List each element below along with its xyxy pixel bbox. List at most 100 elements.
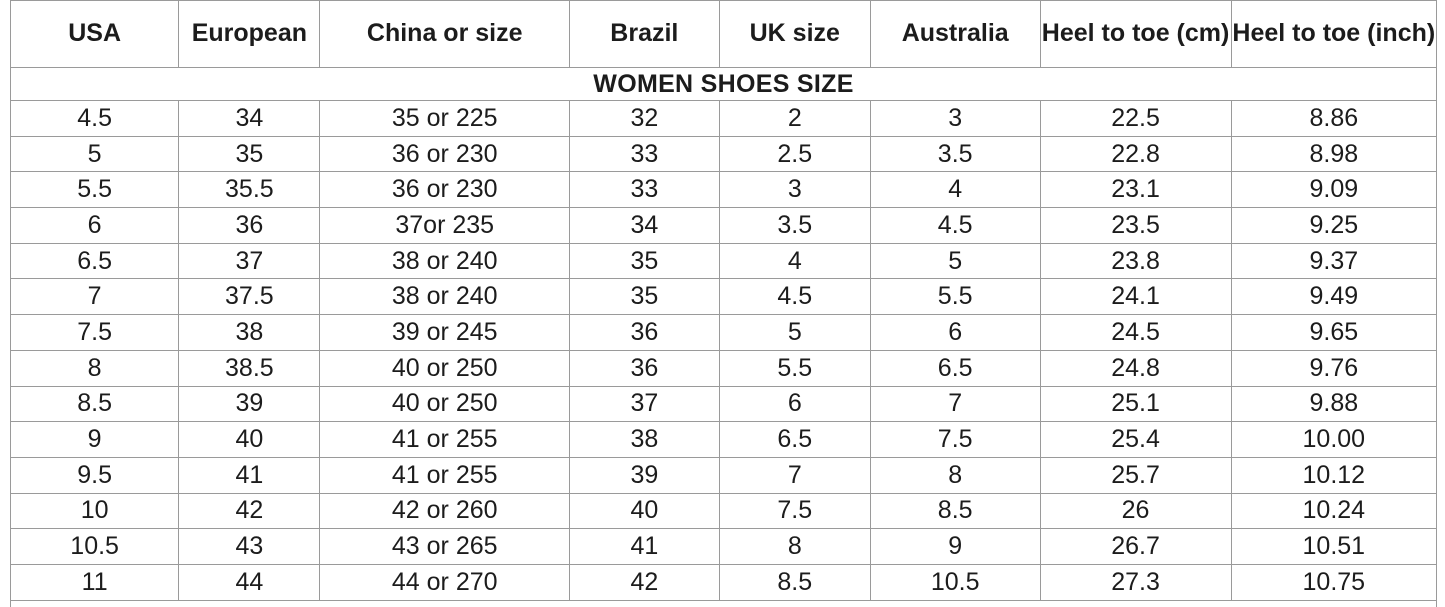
table-row: 11 44 44 or 270 42 8.5 10.5 27.3 10.75 — [9, 563, 1438, 601]
column-header: Australia — [869, 0, 1041, 68]
page-title: WOMEN SHOES SIZE — [10, 67, 1437, 101]
table-cell: 7.5 — [869, 421, 1041, 458]
table-cell: 4.5 — [718, 278, 871, 316]
table-cell: 8.5 — [869, 492, 1041, 530]
table-cell: 9 — [869, 528, 1041, 565]
table-cell: 10.12 — [1230, 456, 1438, 494]
table-row: 7 37.5 38 or 240 35 4.5 5.5 24.1 9.49 — [9, 278, 1438, 316]
table-cell: 36 — [568, 349, 720, 387]
table-row: 6 36 37or 235 34 3.5 4.5 23.5 9.25 — [9, 207, 1438, 244]
table-cell: 6.5 — [869, 349, 1041, 387]
table-row: 9 40 41 or 255 38 6.5 7.5 25.4 10.00 — [9, 421, 1438, 458]
table-cell: 33 — [568, 135, 720, 173]
table-row: 8.5 39 40 or 250 37 6 7 25.1 9.88 — [9, 385, 1438, 423]
table-cell: 41 or 255 — [319, 421, 570, 458]
table-cell: 39 — [178, 385, 321, 423]
column-header: European — [178, 0, 321, 68]
table-cell: 5 — [718, 314, 871, 351]
table-cell: 9.88 — [1230, 385, 1438, 423]
table-cell: 4 — [869, 171, 1041, 209]
table-cell: 42 or 260 — [319, 492, 570, 530]
table-cell: 36 or 230 — [319, 135, 570, 173]
table-cell: 2 — [718, 100, 871, 137]
table-cell: 26 — [1039, 492, 1232, 530]
table-row: 5 35 36 or 230 33 2.5 3.5 22.8 8.98 — [9, 135, 1438, 173]
table-cell: 35 — [568, 278, 720, 316]
table-cell: 3 — [718, 171, 871, 209]
table-cell: 44 or 270 — [319, 563, 570, 601]
table-row: 4.5 34 35 or 225 32 2 3 22.5 8.86 — [9, 100, 1438, 137]
table-cell: 9.25 — [1230, 207, 1438, 244]
table-cell: 27.3 — [1039, 563, 1232, 601]
table-cell: 38 or 240 — [319, 242, 570, 280]
table-cell: 24.8 — [1039, 349, 1232, 387]
table-cell: 24.5 — [1039, 314, 1232, 351]
table-row: 10.5 43 43 or 265 41 8 9 26.7 10.51 — [9, 528, 1438, 565]
table-cell: 3.5 — [718, 207, 871, 244]
table-cell: 34 — [568, 207, 720, 244]
table-cell: 44 — [178, 563, 321, 601]
table-cell: 39 or 245 — [319, 314, 570, 351]
table-cell: 40 — [178, 421, 321, 458]
table-cell: 22.8 — [1039, 135, 1232, 173]
table-cell: 36 — [178, 207, 321, 244]
table-cell: 8.5 — [9, 385, 180, 423]
table-cell: 36 or 230 — [319, 171, 570, 209]
table-row: 5.5 35.5 36 or 230 33 3 4 23.1 9.09 — [9, 171, 1438, 209]
table-cell: 5 — [869, 242, 1041, 280]
table-cell: 22.5 — [1039, 100, 1232, 137]
table-cell: 8 — [718, 528, 871, 565]
table-cell: 5.5 — [869, 278, 1041, 316]
table-cell: 6 — [718, 385, 871, 423]
table-cell: 35 or 225 — [319, 100, 570, 137]
table-cell: 36 — [568, 314, 720, 351]
table-cell: 9.37 — [1230, 242, 1438, 280]
table-cell: 40 or 250 — [319, 385, 570, 423]
table-cell: 25.7 — [1039, 456, 1232, 494]
table-cell: 5.5 — [718, 349, 871, 387]
table-cell: 32 — [568, 100, 720, 137]
table-cell: 4 — [718, 242, 871, 280]
table-cell: 24.1 — [1039, 278, 1232, 316]
table-cell: 6 — [869, 314, 1041, 351]
table-header-row: USA European China or size Brazil UK size Aus… — [9, 0, 1438, 68]
table-cell: 43 or 265 — [319, 528, 570, 565]
table-row: 9.5 41 41 or 255 39 7 8 25.7 10.12 — [9, 456, 1438, 494]
table-cell: 40 or 250 — [319, 349, 570, 387]
table-row: 10 42 42 or 260 40 7.5 8.5 26 10.24 — [9, 492, 1438, 530]
size-table-body: 4.5 34 35 or 225 32 2 3 22.5 8.86 5 35 36 or 230 33… — [9, 100, 1438, 607]
table-cell: 3.5 — [869, 135, 1041, 173]
column-header: USA — [9, 0, 180, 68]
table-cell: 5 — [9, 135, 180, 173]
table-row: 8 38.5 40 or 250 36 5.5 6.5 24.8 9.76 — [9, 349, 1438, 387]
partial-bottom-cell — [10, 599, 1437, 607]
table-cell: 41 — [568, 528, 720, 565]
table-cell: 35 — [178, 135, 321, 173]
table-cell: 37.5 — [178, 278, 321, 316]
table-cell: 35 — [568, 242, 720, 280]
table-cell: 10.5 — [9, 528, 180, 565]
table-cell: 8 — [9, 349, 180, 387]
column-header: UK size — [718, 0, 871, 68]
table-cell: 43 — [178, 528, 321, 565]
table-cell: 26.7 — [1039, 528, 1232, 565]
table-cell: 41 or 255 — [319, 456, 570, 494]
table-cell: 10.5 — [869, 563, 1041, 601]
table-cell: 34 — [178, 100, 321, 137]
partial-bottom-row — [10, 599, 1437, 607]
table-row: 7.5 38 39 or 245 36 5 6 24.5 9.65 — [9, 314, 1438, 351]
table-cell: 4.5 — [9, 100, 180, 137]
table-cell: 7.5 — [718, 492, 871, 530]
table-cell: 37 — [568, 385, 720, 423]
table-cell: 42 — [568, 563, 720, 601]
table-cell: 8.5 — [718, 563, 871, 601]
table-cell: 10 — [9, 492, 180, 530]
table-cell: 40 — [568, 492, 720, 530]
table-cell: 38.5 — [178, 349, 321, 387]
table-title-row: WOMEN SHOES SIZE — [10, 67, 1437, 101]
table-cell: 8.86 — [1230, 100, 1438, 137]
table-cell: 42 — [178, 492, 321, 530]
table-cell: 9.65 — [1230, 314, 1438, 351]
table-cell: 25.1 — [1039, 385, 1232, 423]
table-cell: 7.5 — [9, 314, 180, 351]
